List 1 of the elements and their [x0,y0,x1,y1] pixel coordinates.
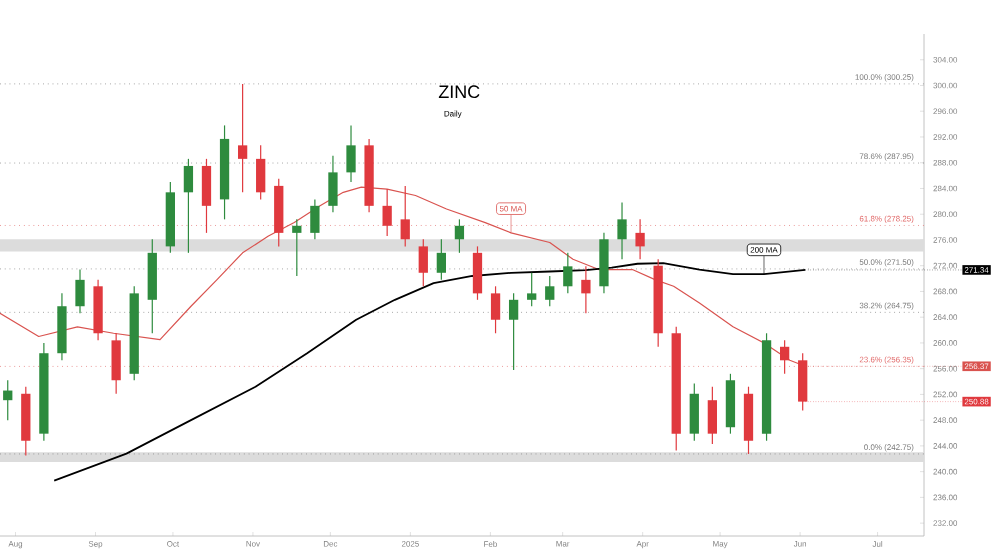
text: ZINC [438,85,480,99]
